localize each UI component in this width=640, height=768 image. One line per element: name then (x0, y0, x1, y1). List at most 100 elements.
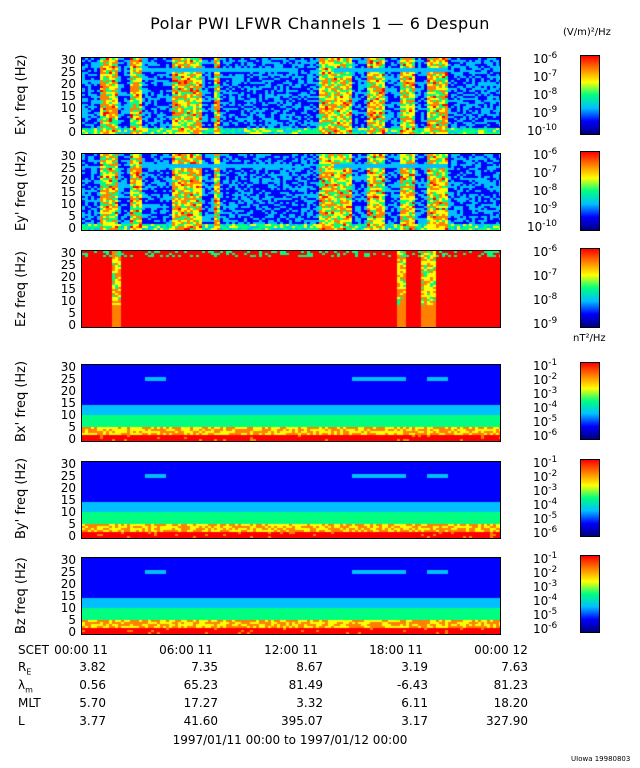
y-tick-label: 20 (60, 270, 76, 284)
ephemeris-value: 327.90 (486, 714, 528, 728)
y-axis-label: Bx' freq (Hz) (14, 360, 29, 442)
y-tick-label: 0 (68, 125, 76, 139)
mlt-label: MLT (18, 696, 41, 710)
colorbar-tick-label: 10-6 (533, 147, 558, 162)
y-tick-label: 5 (68, 517, 76, 531)
colorbar-tick-label: 10-2 (533, 372, 558, 387)
colorbar-tick-label: 10-4 (533, 497, 558, 512)
y-tick-label: 30 (60, 149, 76, 163)
colorbar-tick-label: 10-6 (533, 621, 558, 636)
y-tick-label: 5 (68, 306, 76, 320)
footer-credit: UIowa 19980803 (571, 755, 631, 763)
y-axis-label: By' freq (Hz) (14, 457, 29, 539)
colorbar (580, 248, 600, 328)
x-axis-label: SCET (18, 643, 49, 657)
ephemeris-value: 18.20 (493, 696, 528, 710)
colorbar-tick-label: 10-9 (533, 316, 558, 331)
y-tick-label: 10 (60, 294, 76, 308)
x-tick-label: 00:00 12 (474, 643, 528, 657)
y-tick-label: 15 (60, 589, 76, 603)
colorbar-tick-label: 10-2 (533, 565, 558, 580)
lambda-label: λm (18, 678, 33, 695)
y-tick-label: 5 (68, 113, 76, 127)
y-tick-label: 0 (68, 432, 76, 446)
y-tick-label: 0 (68, 221, 76, 235)
colorbar-tick-label: 10-7 (533, 165, 558, 180)
y-tick-label: 20 (60, 173, 76, 187)
y-axis-label: Ey' freq (Hz) (14, 150, 29, 231)
spectrogram-image (82, 154, 500, 230)
colorbar-tick-label: 10-8 (533, 87, 558, 102)
colorbar-tick-label: 10-3 (533, 483, 558, 498)
spectrogram-image (82, 365, 500, 441)
colorbar-tick-label: 10-10 (527, 123, 557, 138)
date-range: 1997/01/11 00:00 to 1997/01/12 00:00 (172, 733, 408, 747)
y-tick-label: 15 (60, 396, 76, 410)
spectrogram-panel (81, 557, 501, 635)
y-tick-label: 0 (68, 318, 76, 332)
y-tick-label: 15 (60, 89, 76, 103)
colorbar-tick-label: 10-1 (533, 551, 558, 566)
x-tick-label: 12:00 11 (264, 643, 318, 657)
colorbar-tick-label: 10-4 (533, 400, 558, 415)
ephemeris-value: 0.56 (79, 678, 106, 692)
ephemeris-value: 3.32 (296, 696, 323, 710)
spectrogram-panel (81, 250, 501, 328)
colorbar-tick-label: 10-1 (533, 358, 558, 373)
magnetic-unit-label: nT²/Hz (573, 333, 606, 344)
colorbar-tick-label: 10-8 (533, 292, 558, 307)
colorbar-tick-label: 10-9 (533, 201, 558, 216)
colorbar-tick-label: 10-5 (533, 414, 558, 429)
spectrogram-image (82, 462, 500, 538)
ephemeris-value: 7.35 (191, 660, 218, 674)
ephemeris-value: 6.11 (401, 696, 428, 710)
spectrogram-panel (81, 57, 501, 135)
colorbar-tick-label: 10-9 (533, 105, 558, 120)
y-tick-label: 30 (60, 246, 76, 260)
spectrogram-panel (81, 153, 501, 231)
y-tick-label: 20 (60, 481, 76, 495)
y-axis-label: Ez freq (Hz) (14, 251, 29, 327)
colorbar-tick-label: 10-4 (533, 593, 558, 608)
colorbar-tick-label: 10-6 (533, 525, 558, 540)
colorbar-tick-label: 10-3 (533, 386, 558, 401)
y-tick-label: 25 (60, 565, 76, 579)
spectrogram-image (82, 558, 500, 634)
colorbar-tick-label: 10-6 (533, 428, 558, 443)
colorbar-tick-label: 10-7 (533, 69, 558, 84)
y-tick-label: 30 (60, 53, 76, 67)
chart-title: Polar PWI LFWR Channels 1 — 6 Despun (150, 14, 490, 33)
colorbar-tick-label: 10-2 (533, 469, 558, 484)
y-tick-label: 10 (60, 101, 76, 115)
y-tick-label: 5 (68, 420, 76, 434)
spectrogram-panel (81, 364, 501, 442)
ephemeris-value: 395.07 (281, 714, 323, 728)
colorbar-tick-label: 10-8 (533, 183, 558, 198)
x-tick-label: 18:00 11 (369, 643, 423, 657)
ephemeris-value: 81.49 (288, 678, 323, 692)
spectrogram-panel (81, 461, 501, 539)
y-tick-label: 20 (60, 77, 76, 91)
y-tick-label: 25 (60, 258, 76, 272)
ephemeris-value: 5.70 (79, 696, 106, 710)
y-tick-label: 10 (60, 197, 76, 211)
colorbar-tick-label: 10-5 (533, 511, 558, 526)
l-label: L (18, 714, 25, 728)
spectrogram-image (82, 251, 500, 327)
spectrogram-image (82, 58, 500, 134)
y-tick-label: 15 (60, 282, 76, 296)
y-tick-label: 25 (60, 469, 76, 483)
ephemeris-value: 81.23 (493, 678, 528, 692)
x-tick-label: 06:00 11 (159, 643, 213, 657)
ephemeris-value: 3.19 (401, 660, 428, 674)
colorbar-tick-label: 10-5 (533, 607, 558, 622)
y-axis-label: Bz freq (Hz) (14, 557, 29, 635)
colorbar (580, 362, 600, 440)
colorbar-tick-label: 10-7 (533, 268, 558, 283)
re-label: RE (18, 660, 32, 677)
y-tick-label: 25 (60, 372, 76, 386)
colorbar-tick-label: 10-6 (533, 51, 558, 66)
electric-unit-label: (V/m)²/Hz (563, 27, 611, 38)
y-tick-label: 10 (60, 601, 76, 615)
ephemeris-value: 3.82 (79, 660, 106, 674)
